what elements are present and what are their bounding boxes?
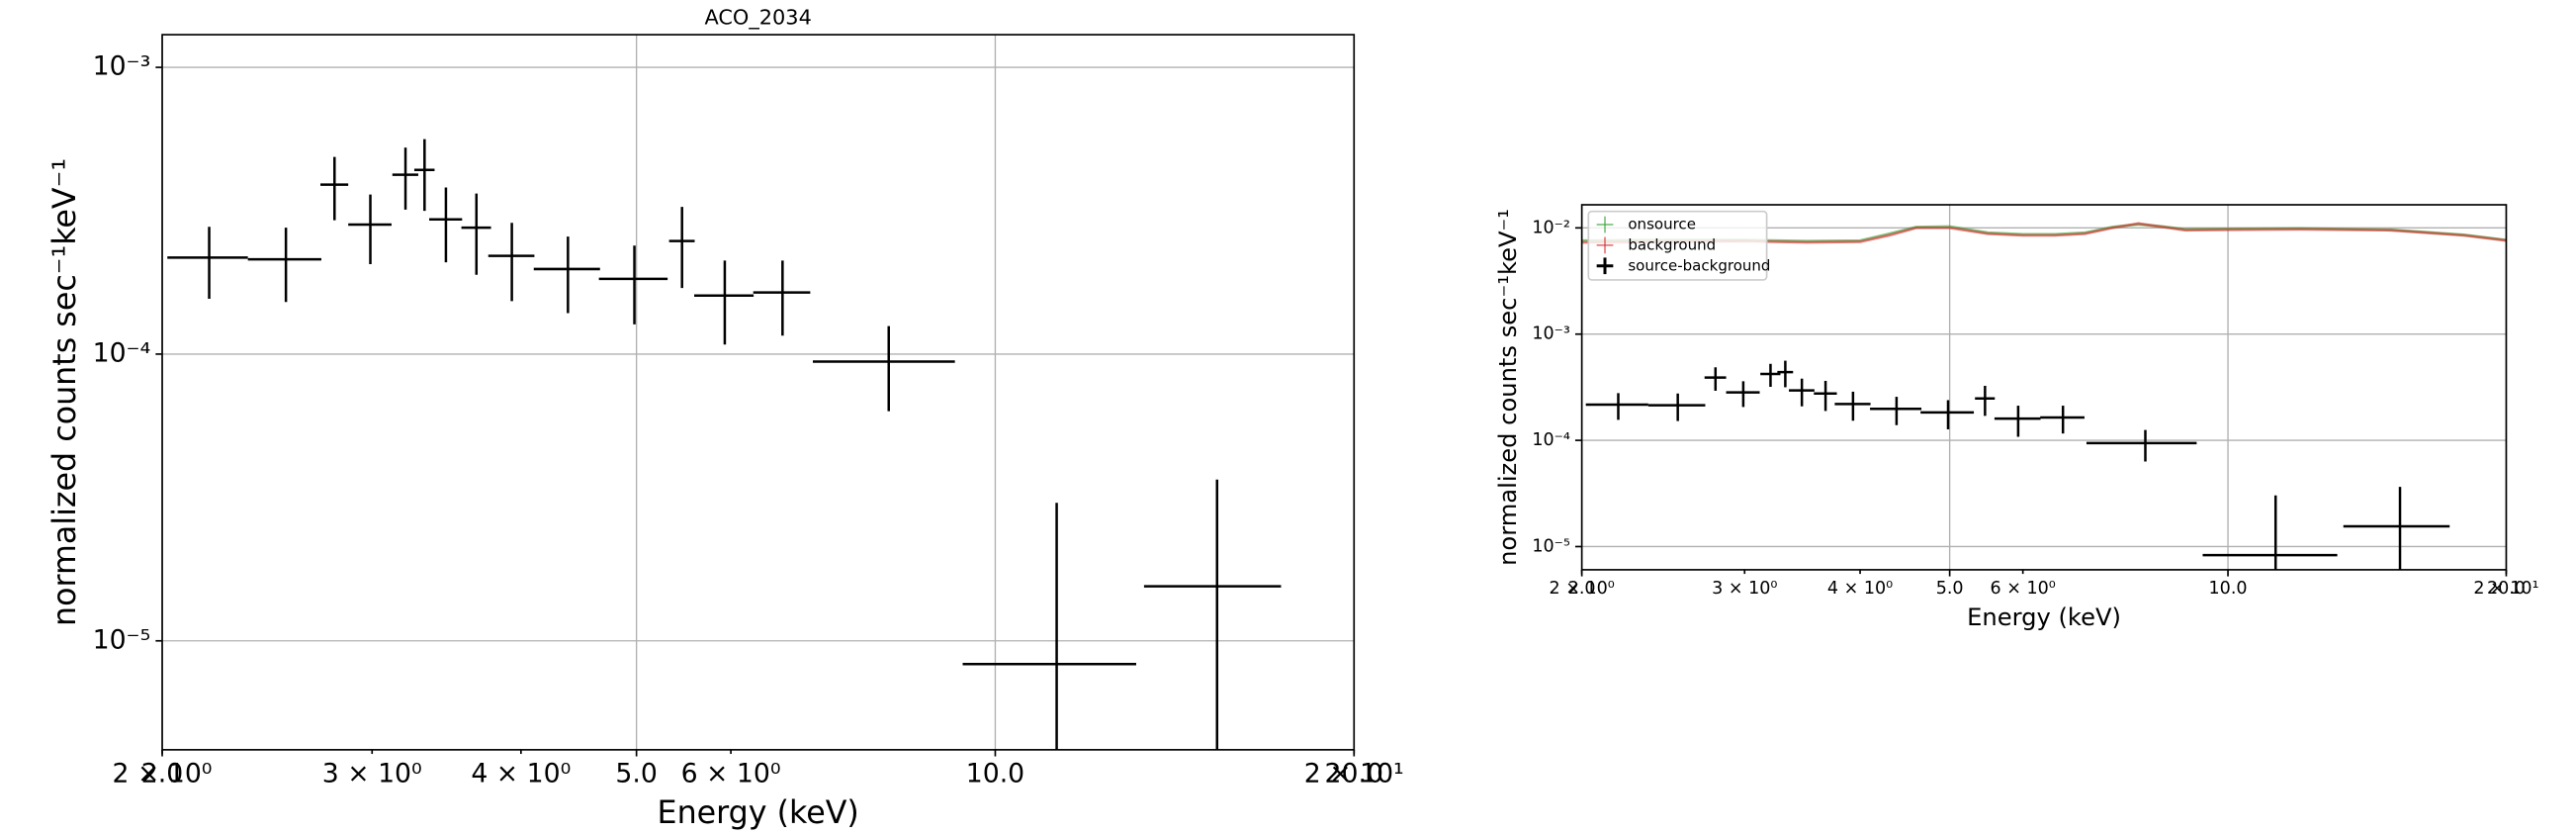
legend-label: source-background — [1628, 256, 1770, 274]
y-tick-label: 10⁻⁵ — [93, 624, 151, 655]
plot-frame — [161, 34, 1356, 751]
x-tick-label: 2.0 — [1568, 579, 1596, 599]
x-minor-tick-label: 4 × 10⁰ — [1827, 579, 1893, 599]
legend-label: background — [1628, 235, 1716, 253]
x-minor-tick-label: 6 × 10⁰ — [681, 759, 781, 789]
x-tick-label: 5.0 — [1936, 579, 1964, 599]
x-tick-label: 10.0 — [2209, 579, 2248, 599]
plot-area — [1581, 222, 2507, 570]
x-minor-tick-label: 3 × 10⁰ — [1712, 579, 1777, 599]
x-tick-label: 2.0 — [141, 759, 183, 789]
plot-frame — [1580, 204, 2508, 571]
y-tick-label: 10⁻³ — [1532, 324, 1570, 344]
x-tick-label: 10.0 — [966, 759, 1024, 789]
y-axis-label: normalized counts sec⁻¹keV⁻¹ — [47, 158, 83, 626]
x-tick-label: 5.0 — [615, 759, 657, 789]
x-axis-label: Energy (keV) — [658, 795, 859, 831]
series-line — [1581, 222, 2507, 244]
y-tick-label: 10⁻⁵ — [1532, 536, 1570, 556]
legend-label: onsource — [1628, 216, 1696, 233]
x-minor-tick-label: 2 × 10¹ — [1304, 759, 1404, 789]
x-minor-tick-label: 3 × 10⁰ — [322, 759, 422, 789]
y-tick-label: 10⁻⁴ — [1532, 430, 1570, 450]
x-minor-tick-label: 2 × 10¹ — [2473, 579, 2538, 599]
x-tick-label: 20.0 — [1325, 759, 1383, 789]
chart-title: ACO_2034 — [704, 5, 811, 30]
y-tick-label: 10⁻² — [1532, 218, 1570, 237]
plot-area — [167, 139, 1282, 750]
x-minor-tick-label: 4 × 10⁰ — [471, 759, 571, 789]
legend-box — [1587, 210, 1768, 281]
x-minor-tick-label: 2 × 10⁰ — [1550, 579, 1615, 599]
x-minor-tick-label: 2 × 10⁰ — [113, 759, 213, 789]
x-tick-label: 20.0 — [2487, 579, 2526, 599]
y-axis-label: normalized counts sec⁻¹keV⁻¹ — [1494, 209, 1522, 566]
y-tick-label: 10⁻³ — [93, 51, 151, 82]
x-axis-label: Energy (keV) — [1967, 603, 2121, 631]
x-minor-tick-label: 6 × 10⁰ — [1991, 579, 2056, 599]
y-tick-label: 10⁻⁴ — [93, 337, 151, 368]
